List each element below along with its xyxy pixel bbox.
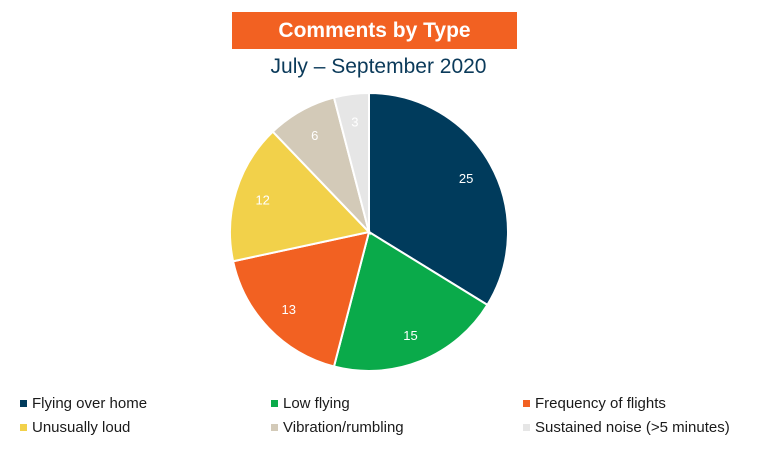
legend-label: Low flying <box>283 395 350 412</box>
legend-label: Sustained noise (>5 minutes) <box>535 419 730 436</box>
legend-item: Frequency of flights <box>523 395 666 412</box>
chart-title: Comments by Type <box>232 12 517 49</box>
legend-swatch <box>271 400 278 407</box>
pie-slice-low-flying <box>332 230 489 372</box>
legend-swatch <box>523 400 530 407</box>
legend-item: Vibration/rumbling <box>271 419 404 436</box>
legend-item: Sustained noise (>5 minutes) <box>523 419 730 436</box>
data-label: 25 <box>459 171 473 186</box>
chart-subtitle: July – September 2020 <box>270 55 487 78</box>
legend-label: Flying over home <box>32 395 148 412</box>
data-label: 6 <box>311 128 318 143</box>
legend-item: Flying over home <box>20 395 147 412</box>
data-label: 12 <box>255 192 269 207</box>
data-label: 3 <box>351 115 358 130</box>
legend-swatch <box>523 424 530 431</box>
pie-slice-flying-over-home <box>368 91 509 307</box>
pie-slice-unusually-loud <box>229 130 371 263</box>
pie-slice-sustained-noise-5-minutes <box>332 91 370 233</box>
legend-item: Low flying <box>271 395 350 412</box>
data-label: 15 <box>403 328 417 343</box>
legend-swatch <box>20 400 27 407</box>
pie-slice-frequency-of-flights <box>231 230 371 368</box>
legend-label: Frequency of flights <box>535 395 666 412</box>
legend-item: Unusually loud <box>20 419 130 436</box>
legend-swatch <box>20 424 27 431</box>
data-label: 13 <box>281 302 295 317</box>
legend-label: Unusually loud <box>32 419 131 436</box>
legend-swatch <box>271 424 278 431</box>
legend-label: Vibration/rumbling <box>283 419 404 436</box>
